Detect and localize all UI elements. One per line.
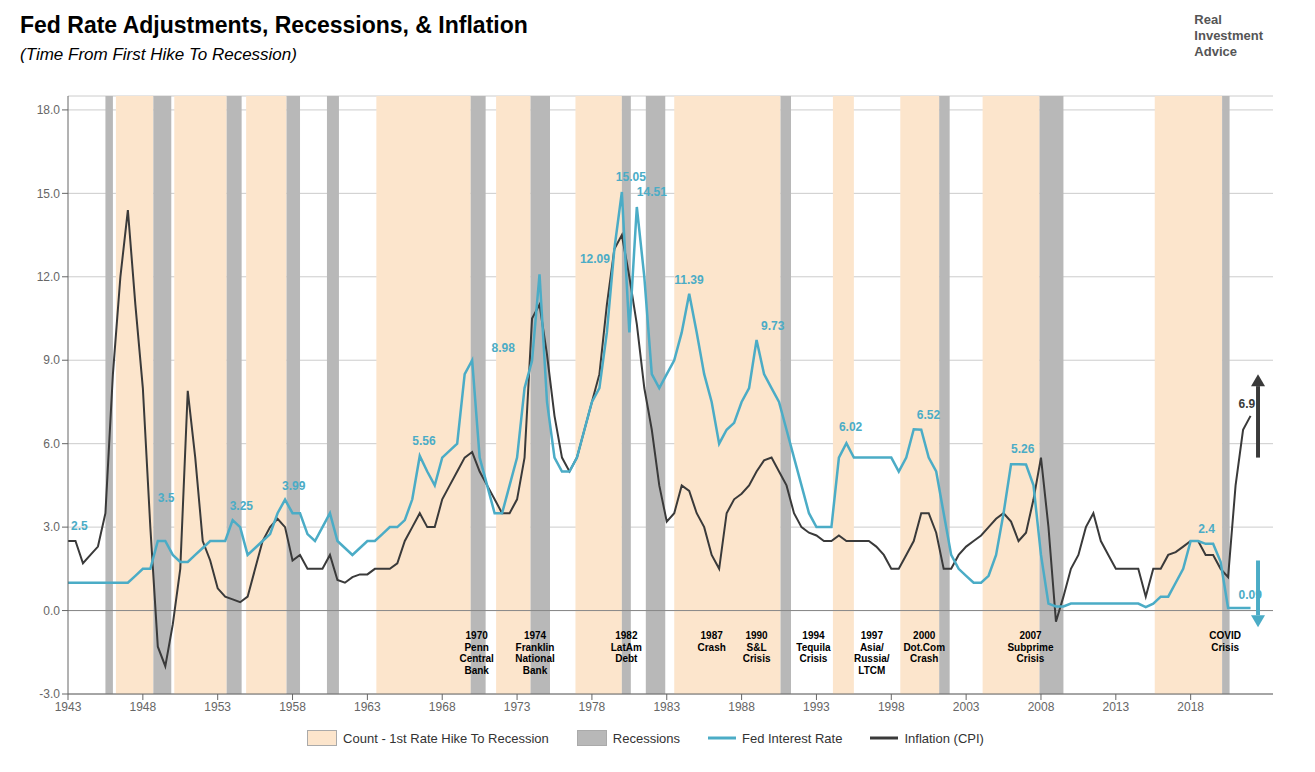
- svg-text:6.0: 6.0: [43, 437, 60, 451]
- svg-text:3.5: 3.5: [158, 491, 175, 505]
- svg-text:15.0: 15.0: [37, 187, 61, 201]
- svg-text:1983: 1983: [653, 700, 680, 714]
- svg-text:1994TequilaCrisis: 1994TequilaCrisis: [796, 630, 831, 664]
- svg-text:9.73: 9.73: [761, 319, 785, 333]
- html-text:Fed Interest Rate: Fed Interest Rate: [742, 730, 843, 746]
- svg-text:2018: 2018: [1177, 700, 1204, 714]
- svg-text:-3.0: -3.0: [39, 687, 60, 701]
- svg-text:1987Crash: 1987Crash: [697, 630, 725, 653]
- svg-text:0.09: 0.09: [1239, 588, 1263, 602]
- svg-text:12.0: 12.0: [37, 270, 61, 284]
- svg-text:9.0: 9.0: [43, 353, 60, 367]
- svg-text:6.52: 6.52: [917, 408, 941, 422]
- svg-text:11.39: 11.39: [674, 273, 704, 287]
- svg-text:1968: 1968: [429, 700, 456, 714]
- html-text:Count - 1st Rate Hike To Reces: Count - 1st Rate Hike To Recession: [343, 730, 549, 746]
- html-text:Real Investment Advice: Real Investment Advice: [1194, 12, 1263, 59]
- svg-text:1993: 1993: [803, 700, 830, 714]
- svg-text:15.05: 15.05: [616, 170, 646, 184]
- svg-text:2007SubprimeCrisis: 2007SubprimeCrisis: [1007, 630, 1054, 664]
- svg-text:1970PennCentralBank: 1970PennCentralBank: [459, 630, 494, 676]
- svg-text:6.9: 6.9: [1239, 397, 1256, 411]
- svg-text:2.5: 2.5: [71, 519, 88, 533]
- svg-text:12.09: 12.09: [580, 252, 610, 266]
- svg-text:14.51: 14.51: [637, 185, 667, 199]
- svg-text:1943: 1943: [55, 700, 82, 714]
- svg-text:2003: 2003: [953, 700, 980, 714]
- svg-text:3.25: 3.25: [230, 499, 254, 513]
- html-text:(Time From First Hike To Reces: (Time From First Hike To Recession): [20, 45, 297, 64]
- svg-text:6.02: 6.02: [839, 420, 863, 434]
- svg-text:2.4: 2.4: [1198, 522, 1215, 536]
- svg-text:1958: 1958: [279, 700, 306, 714]
- svg-text:1988: 1988: [728, 700, 755, 714]
- svg-text:2013: 2013: [1102, 700, 1129, 714]
- html-text:Inflation (CPI): Inflation (CPI): [904, 730, 984, 746]
- svg-text:2008: 2008: [1028, 700, 1055, 714]
- svg-text:1974FranklinNationalBank: 1974FranklinNationalBank: [515, 630, 555, 676]
- svg-text:0.0: 0.0: [43, 604, 60, 618]
- svg-text:1998: 1998: [878, 700, 905, 714]
- svg-text:8.98: 8.98: [492, 341, 516, 355]
- svg-text:5.26: 5.26: [1011, 442, 1035, 456]
- svg-text:5.56: 5.56: [412, 434, 436, 448]
- svg-text:3.99: 3.99: [282, 479, 306, 493]
- svg-text:1973: 1973: [504, 700, 531, 714]
- html-text:Recessions: Recessions: [612, 730, 680, 746]
- svg-text:1948: 1948: [129, 700, 156, 714]
- svg-text:2000Dot.ComCrash: 2000Dot.ComCrash: [903, 630, 945, 664]
- svg-text:18.0: 18.0: [37, 103, 61, 117]
- svg-text:1953: 1953: [204, 700, 231, 714]
- svg-text:1997Asia/Russia/LTCM: 1997Asia/Russia/LTCM: [854, 630, 890, 676]
- svg-text:1963: 1963: [354, 700, 381, 714]
- html-text:Fed Rate Adjustments, Recessio: Fed Rate Adjustments, Recessions, & Infl…: [20, 12, 528, 38]
- svg-text:1982LatAmDebt: 1982LatAmDebt: [611, 630, 642, 664]
- svg-text:COVIDCrisis: COVIDCrisis: [1209, 630, 1241, 653]
- svg-text:1990S&LCrisis: 1990S&LCrisis: [743, 630, 771, 664]
- svg-text:3.0: 3.0: [43, 520, 60, 534]
- svg-text:1978: 1978: [579, 700, 606, 714]
